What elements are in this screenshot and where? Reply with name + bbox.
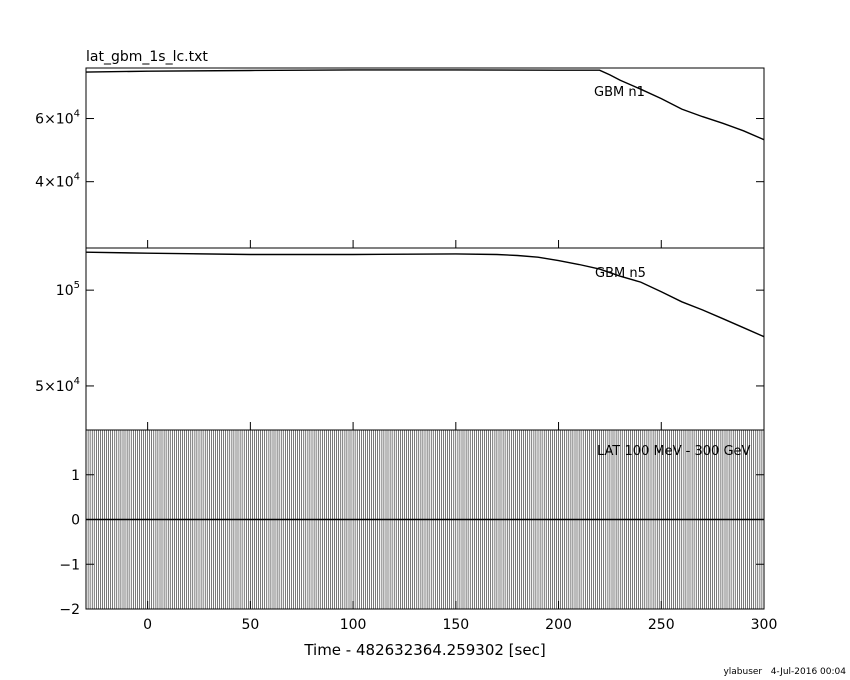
y-tick-label-2-1: 105 [56, 280, 80, 299]
x-tick-label-6: 300 [751, 617, 778, 633]
x-tick-label-3: 150 [442, 617, 469, 633]
footer-stamp: ylabuser 4-Jul-2016 00:04 [723, 667, 846, 677]
x-tick-label-2: 100 [340, 617, 367, 633]
y-tick-label-3-0: −2 [59, 602, 80, 618]
y-tick-label-1-1: 6×104 [35, 109, 80, 128]
y-tick-mantissa: 5×10 [35, 379, 73, 395]
y-tick-label-1-0: 4×104 [35, 172, 80, 191]
y-tick-mantissa: 10 [56, 283, 74, 299]
y-tick-mantissa: 6×10 [35, 112, 73, 128]
x-tick-label-4: 200 [545, 617, 572, 633]
series-label-1: GBM n1 [594, 85, 645, 100]
y-tick-label-3-1: −1 [59, 557, 80, 573]
y-tick-label-3-3: 1 [71, 468, 80, 484]
series-line-1 [85, 69, 765, 141]
y-tick-exponent: 4 [74, 376, 80, 387]
y-tick-label-2-0: 5×104 [35, 376, 80, 395]
y-tick-label-3-2: 0 [71, 513, 80, 529]
y-tick-mantissa: 4×10 [35, 175, 73, 191]
panel-frame-2 [85, 247, 765, 431]
series-line-2 [85, 251, 765, 338]
y-tick-exponent: 4 [74, 172, 80, 183]
panel-frame-1 [85, 67, 765, 249]
series-label-2: GBM n5 [595, 266, 646, 281]
y-tick-exponent: 5 [74, 280, 80, 291]
x-tick-label-5: 250 [648, 617, 675, 633]
file-title: lat_gbm_1s_lc.txt [86, 49, 208, 65]
series-label-3: LAT 100 MeV - 300 GeV [597, 444, 751, 459]
x-tick-label-1: 50 [241, 617, 259, 633]
x-axis-label: Time - 482632364.259302 [sec] [303, 641, 545, 659]
x-tick-label-0: 0 [143, 617, 152, 633]
y-tick-exponent: 4 [74, 109, 80, 120]
